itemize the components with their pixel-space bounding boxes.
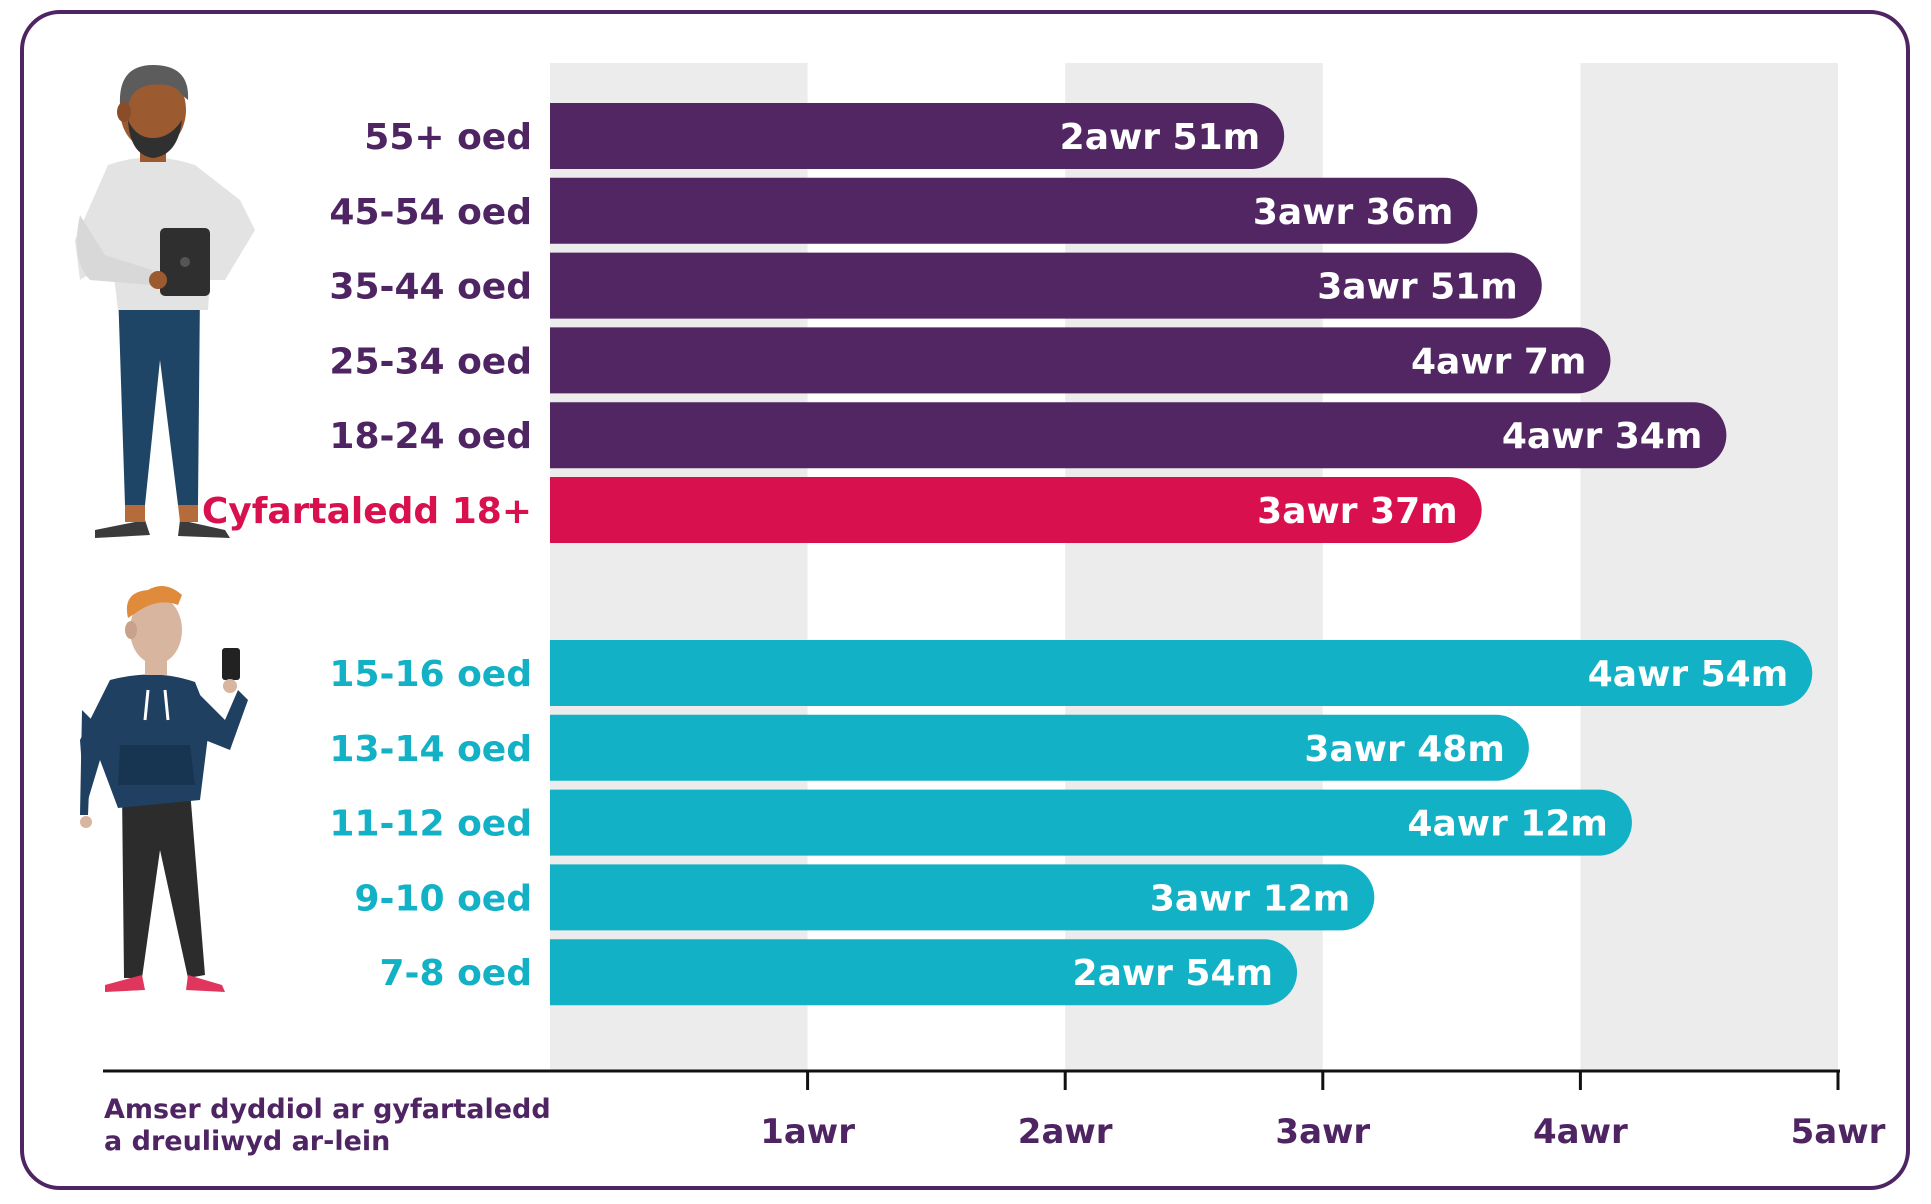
grid-band-2: [1580, 63, 1838, 1070]
x-tick-label-3: 3awr: [1275, 1112, 1370, 1152]
value-label-11-12-oed: 4awr 12m: [1407, 804, 1608, 845]
bar-25-34-oed: [550, 327, 1611, 394]
value-label-15-16-oed: 4awr 54m: [1588, 654, 1789, 695]
x-axis-title-line-2: a dreuliwyd ar-lein: [104, 1126, 390, 1157]
bar-15-16-oed: [550, 640, 1813, 706]
x-tick-label-5: 5awr: [1791, 1112, 1886, 1152]
value-label-55-oed: 2awr 51m: [1060, 117, 1261, 158]
value-label-45-54-oed: 3awr 36m: [1253, 192, 1454, 233]
bar-7-8-oed: [550, 939, 1298, 1006]
value-label-9-10-oed: 3awr 12m: [1150, 878, 1351, 919]
x-axis: 1awr 2awr 3awr 4awr 5awr Amser dyddiol ar gyf…: [103, 1069, 1886, 1157]
bar-45-54-oed: [550, 177, 1478, 244]
boy-with-phone-icon: [80, 586, 248, 992]
category-label-25-34-oed: 25-34 oed: [329, 341, 532, 382]
x-tick-label-2: 2awr: [1018, 1112, 1113, 1152]
value-label-18-24-oed: 4awr 34m: [1502, 416, 1703, 457]
bar-55-oed: [550, 103, 1285, 169]
bar-18-24-oed: [550, 402, 1727, 469]
value-label-35-44-oed: 3awr 51m: [1317, 267, 1518, 308]
category-label-35-44-oed: 35-44 oed: [329, 267, 532, 308]
category-label-11-12-oed: 11-12 oed: [329, 804, 532, 845]
value-label-7-8-oed: 2awr 54m: [1073, 953, 1274, 994]
bar-35-44-oed: [550, 252, 1542, 319]
value-label-13-14-oed: 3awr 48m: [1304, 729, 1505, 770]
category-label-cyfartaledd-18: Cyfartaledd 18+: [202, 491, 532, 532]
category-label-15-16-oed: 15-16 oed: [329, 654, 532, 695]
category-label-7-8-oed: 7-8 oed: [380, 953, 533, 994]
category-label-45-54-oed: 45-54 oed: [329, 192, 532, 233]
category-label-13-14-oed: 13-14 oed: [329, 729, 532, 770]
chart-frame: [20, 10, 1910, 1190]
bars: 55+ oed 2awr 51m 45-54 oed 3awr 36m 35-44 oe…: [202, 103, 1813, 1006]
bar-9-10-oed: [550, 864, 1375, 931]
bar-cyfartaledd-18: [550, 477, 1482, 543]
value-label-25-34-oed: 4awr 7m: [1411, 341, 1586, 382]
value-label-cyfartaledd-18: 3awr 37m: [1257, 491, 1458, 532]
bar-13-14-oed: [550, 714, 1529, 781]
x-tick-label-1: 1awr: [760, 1112, 855, 1152]
x-axis-title-line-1: Amser dyddiol ar gyfartaledd: [104, 1094, 551, 1125]
category-label-18-24-oed: 18-24 oed: [329, 416, 532, 457]
bar-11-12-oed: [550, 789, 1632, 856]
x-tick-label-4: 4awr: [1533, 1112, 1628, 1152]
category-label-55-oed: 55+ oed: [364, 117, 532, 158]
man-with-tablet-icon: [75, 65, 255, 538]
category-label-9-10-oed: 9-10 oed: [354, 878, 532, 919]
